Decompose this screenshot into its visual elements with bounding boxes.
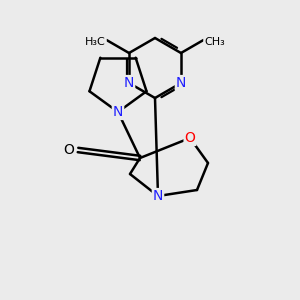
Text: H₃C: H₃C — [85, 37, 106, 47]
Text: N: N — [124, 76, 134, 90]
Text: O: O — [64, 143, 74, 157]
Text: N: N — [176, 76, 186, 90]
Text: N: N — [113, 105, 123, 119]
Text: N: N — [153, 189, 163, 203]
Text: O: O — [184, 131, 195, 145]
Text: CH₃: CH₃ — [204, 37, 225, 47]
